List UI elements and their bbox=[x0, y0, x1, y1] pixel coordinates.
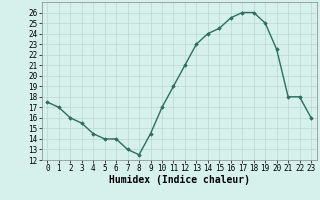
X-axis label: Humidex (Indice chaleur): Humidex (Indice chaleur) bbox=[109, 175, 250, 185]
